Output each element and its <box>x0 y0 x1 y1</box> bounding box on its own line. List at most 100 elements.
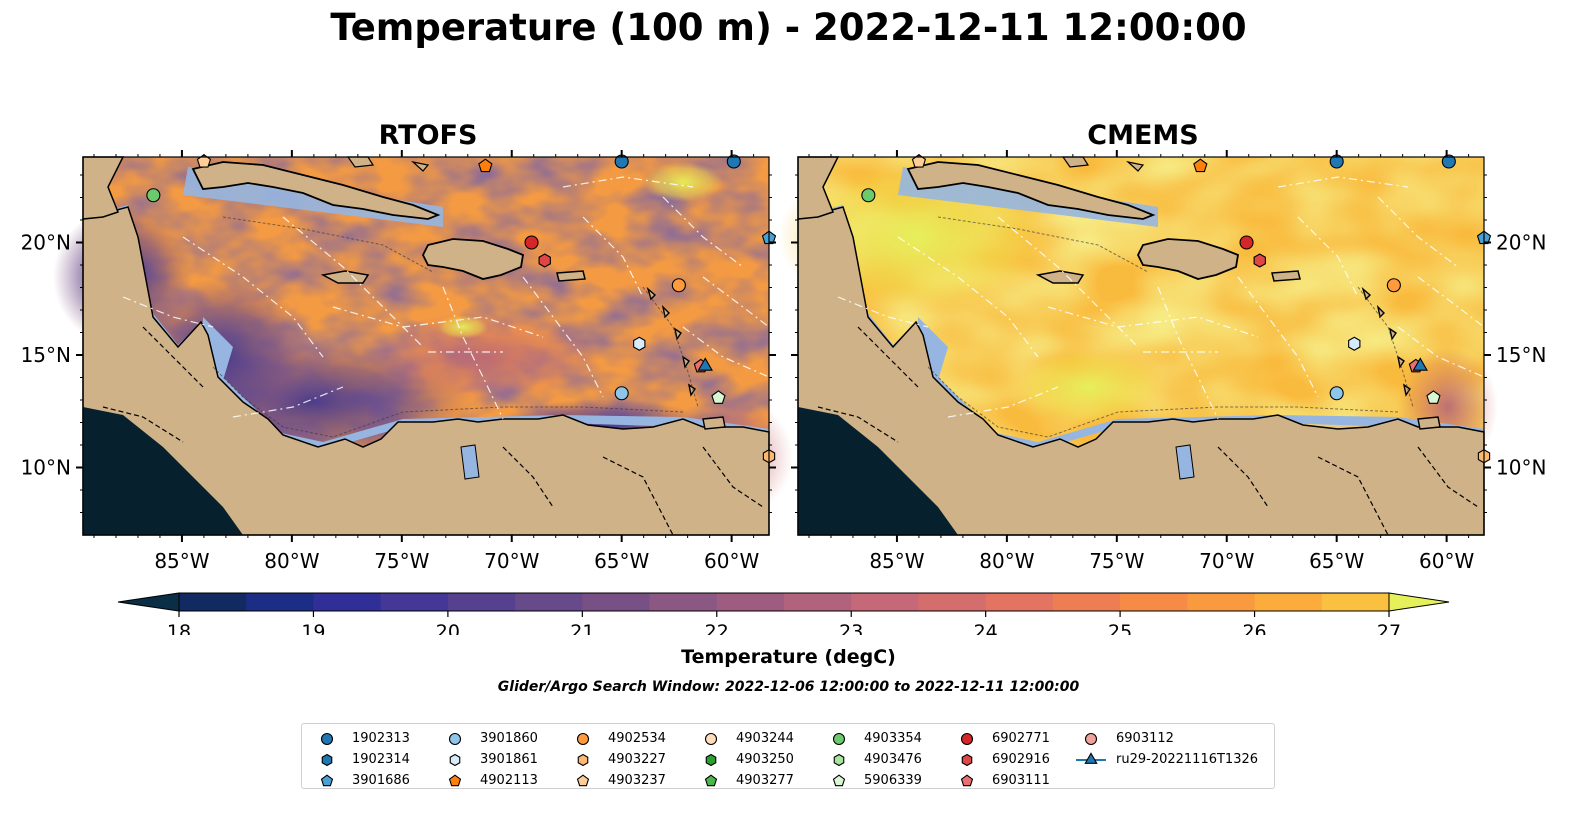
colorbar-bin <box>1120 593 1188 611</box>
legend-item-label: 6903112 <box>1116 731 1174 746</box>
colorbar-bin <box>985 593 1054 611</box>
legend-item-label: 6903111 <box>992 773 1050 788</box>
float-marker-ru29-20221116T1326 <box>697 357 713 371</box>
float-marker-3901861 <box>1348 336 1361 351</box>
colorbar-tick-label: 23 <box>839 621 863 635</box>
legend-item-label: 5906339 <box>864 773 922 788</box>
colorbar-tick-label: 20 <box>436 621 460 635</box>
colorbar-bin <box>246 593 314 611</box>
y-tick-label: 15°N <box>1496 343 1546 367</box>
colorbar-bin <box>918 593 987 611</box>
legend-item-label: 4903250 <box>736 752 794 767</box>
legend-item-label: 1902313 <box>352 731 410 746</box>
legend-item-label: 4903354 <box>864 731 922 746</box>
colorbar-bin <box>447 593 516 611</box>
map-cmems <box>778 153 1498 536</box>
colorbar-tick-label: 24 <box>974 621 998 635</box>
float-marker-3901860 <box>614 386 629 401</box>
hexagon-marker-icon <box>577 753 589 767</box>
legend-item-label: 6902771 <box>992 731 1050 746</box>
float-marker-4903237 <box>196 153 212 168</box>
y-tick-label: 20°N <box>21 231 71 255</box>
legend-item-label: 4902534 <box>608 731 666 746</box>
legend: 1902313 1902314 3901686 3901860 3901861 49021… <box>301 723 1275 789</box>
float-marker-5906339 <box>711 390 726 404</box>
colorbar-bin <box>649 593 718 611</box>
colorbar-tick-label: 21 <box>570 621 594 635</box>
legend-item-label: 3901686 <box>352 773 410 788</box>
circle-marker-icon <box>832 732 846 746</box>
circle-marker-icon <box>576 732 590 746</box>
x-tick-label: 65°W <box>1309 549 1364 573</box>
float-marker-4902534 <box>1386 278 1401 293</box>
y-tick-label: 15°N <box>21 343 71 367</box>
float-marker-1902313 <box>726 154 741 169</box>
float-marker-3901860 <box>1329 386 1344 401</box>
colorbar-tick-label: 18 <box>167 621 191 635</box>
panel-title-cmems: CMEMS <box>1087 120 1199 151</box>
float-marker-ru29-20221116T1326 <box>1412 357 1428 371</box>
y-tick-label: 20°N <box>1496 231 1546 255</box>
x-tick-label: 80°W <box>979 549 1034 573</box>
float-marker-4902534 <box>671 278 686 293</box>
colorbar-bin <box>313 593 382 611</box>
circle-marker-icon <box>1084 732 1098 746</box>
legend-item-label: 3901861 <box>480 752 538 767</box>
colorbar-bin <box>1187 593 1256 611</box>
map-panels: 85°W 80°W 75°W 70°W 65°W 60°W 20°N 15°N 10°N 85°W… <box>21 150 1546 573</box>
legend-item-label: 1902314 <box>352 752 410 767</box>
colorbar-tick-label: 25 <box>1108 621 1132 635</box>
colorbar: 18 19 20 21 22 23 24 25 26 27 <box>117 592 1450 635</box>
float-marker-6902916 <box>538 253 551 268</box>
figure-title: Temperature (100 m) - 2022-12-11 12:00:0… <box>330 6 1247 49</box>
x-tick-label: 70°W <box>484 549 539 573</box>
pentagon-marker-icon <box>576 774 590 787</box>
legend-item-label: 4903476 <box>864 752 922 767</box>
float-marker-4902113 <box>478 158 493 173</box>
x-tick-label: 85°W <box>154 549 209 573</box>
colorbar-tick-label: 26 <box>1242 621 1266 635</box>
colorbar-tick-label: 19 <box>301 621 325 635</box>
colorbar-tick-label: 27 <box>1377 621 1401 635</box>
x-tick-label: 65°W <box>594 549 649 573</box>
hexagon-marker-icon <box>449 753 461 767</box>
pentagon-marker-icon <box>704 774 718 787</box>
legend-item-label: 6902916 <box>992 752 1050 767</box>
colorbar-bin <box>1254 593 1323 611</box>
colorbar-tick-label: 22 <box>705 621 729 635</box>
float-marker-6902771 <box>524 235 539 250</box>
hexagon-marker-icon <box>705 753 717 767</box>
float-marker-6902771 <box>1239 235 1254 250</box>
search-window-text: Glider/Argo Search Window: 2022-12-06 12… <box>497 679 1080 695</box>
circle-marker-icon <box>320 732 334 746</box>
colorbar-extend-max <box>1388 592 1450 612</box>
x-tick-label: 70°W <box>1199 549 1254 573</box>
colorbar-bin <box>179 593 247 611</box>
x-tick-label: 75°W <box>374 549 429 573</box>
pentagon-marker-icon <box>832 774 846 787</box>
map-rtofs <box>53 153 793 536</box>
colorbar-extend-min <box>117 592 180 612</box>
triangle-line-marker-icon <box>1076 752 1106 764</box>
circle-marker-icon <box>704 732 718 746</box>
pentagon-marker-icon <box>320 774 334 787</box>
float-marker-5906339 <box>1426 390 1441 404</box>
y-tick-label: 10°N <box>21 456 71 480</box>
colorbar-bin <box>582 593 651 611</box>
colorbar-bin <box>716 593 785 611</box>
x-tick-label: 85°W <box>869 549 924 573</box>
x-tick-label: 60°W <box>704 549 759 573</box>
hexagon-marker-icon <box>833 753 845 767</box>
legend-item-label: 4903277 <box>736 773 794 788</box>
float-marker-1902313 <box>1441 154 1456 169</box>
colorbar-bin <box>1321 593 1390 611</box>
x-tick-label: 80°W <box>264 549 319 573</box>
pentagon-marker-icon <box>448 774 462 787</box>
colorbar-bin <box>380 593 449 611</box>
circle-marker-icon <box>960 732 974 746</box>
y-tick-label: 10°N <box>1496 456 1546 480</box>
legend-item-label: 3901860 <box>480 731 538 746</box>
colorbar-bin <box>1052 593 1121 611</box>
float-marker-4903237 <box>911 153 927 168</box>
